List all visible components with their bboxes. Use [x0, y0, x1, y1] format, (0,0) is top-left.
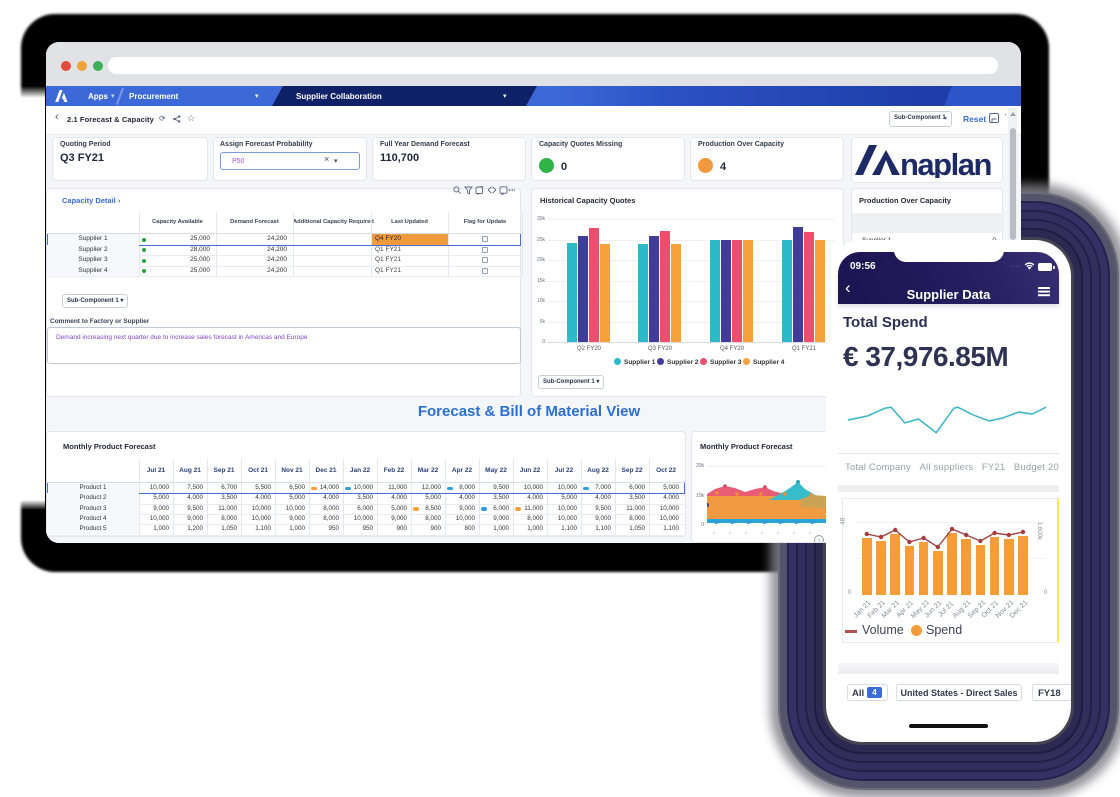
- svg-text:naplan: naplan: [900, 147, 991, 178]
